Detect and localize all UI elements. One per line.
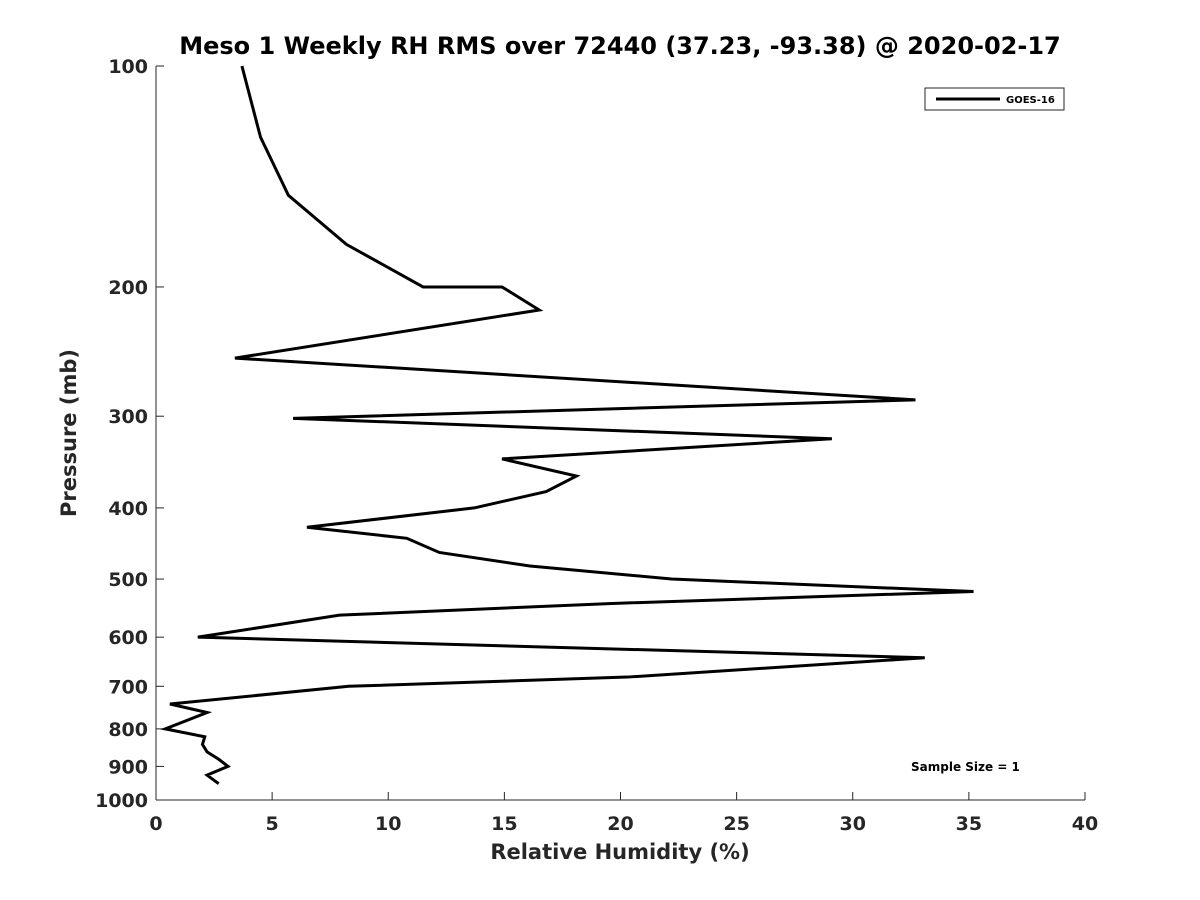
- data-point: [406, 537, 408, 539]
- data-point: [218, 758, 220, 760]
- data-point: [575, 475, 577, 477]
- data-point: [422, 286, 424, 288]
- data-point: [306, 526, 308, 528]
- x-axis-label: Relative Humidity (%): [490, 840, 749, 864]
- y-tick-label: 800: [108, 719, 148, 741]
- x-tick-label: 15: [491, 813, 517, 835]
- data-point: [831, 438, 833, 440]
- data-point: [292, 417, 294, 419]
- x-tick-label: 25: [723, 813, 749, 835]
- data-point: [670, 578, 672, 580]
- plot-axes: [155, 66, 1085, 801]
- y-tick-label: 100: [108, 56, 148, 78]
- x-tick-label: 5: [266, 813, 279, 835]
- data-point: [545, 490, 547, 492]
- x-tick-label: 20: [607, 813, 633, 835]
- y-tick-label: 200: [108, 277, 148, 299]
- y-tick-label: 1000: [95, 790, 148, 812]
- sample-size-annotation: Sample Size = 1: [911, 760, 1020, 774]
- y-axis-label: Pressure (mb): [57, 349, 81, 517]
- series-line-goes-16: [159, 65, 974, 785]
- data-point: [164, 728, 166, 730]
- data-point: [204, 736, 206, 738]
- data-point: [206, 711, 208, 713]
- data-point: [501, 458, 503, 460]
- data-point: [241, 65, 243, 67]
- y-tick-label: 700: [108, 676, 148, 698]
- data-point: [206, 751, 208, 753]
- legend-label-goes-16: GOES-16: [1006, 95, 1055, 106]
- data-point: [972, 590, 974, 592]
- chart-title: Meso 1 Weekly RH RMS over 72440 (37.23, …: [179, 32, 1061, 60]
- x-tick-label: 40: [1072, 813, 1098, 835]
- data-point: [473, 507, 475, 509]
- x-tick-label: 0: [149, 813, 162, 835]
- data-point: [348, 685, 350, 687]
- data-point: [529, 565, 531, 567]
- y-tick-label: 400: [108, 498, 148, 520]
- y-tick-label: 500: [108, 569, 148, 591]
- data-point: [218, 782, 220, 784]
- data-point: [338, 614, 340, 616]
- y-tick-label: 300: [108, 406, 148, 428]
- legend: GOES-16: [924, 87, 1065, 111]
- data-point: [234, 357, 236, 359]
- data-point: [227, 765, 229, 767]
- x-tick-label: 35: [956, 813, 982, 835]
- data-point: [197, 636, 199, 638]
- data-point: [201, 743, 203, 745]
- data-point: [501, 286, 503, 288]
- data-point: [924, 657, 926, 659]
- data-point: [287, 194, 289, 196]
- data-point: [608, 602, 610, 604]
- data-point: [538, 309, 540, 311]
- y-tick-label: 900: [108, 756, 148, 778]
- data-point: [206, 774, 208, 776]
- data-point: [626, 676, 628, 678]
- x-tick-label: 10: [375, 813, 401, 835]
- data-point: [914, 399, 916, 401]
- data-point: [345, 243, 347, 245]
- y-axis-ticks: 100 200 300 400 500 600 700 800 900 1000: [95, 56, 164, 812]
- data-point: [259, 136, 261, 138]
- x-axis-ticks: 0 5 10 15 20 25 30 35 40: [149, 792, 1098, 835]
- y-tick-label: 600: [108, 627, 148, 649]
- x-tick-label: 30: [840, 813, 866, 835]
- data-point: [438, 551, 440, 553]
- data-point: [169, 703, 171, 705]
- series-layer: [159, 65, 974, 785]
